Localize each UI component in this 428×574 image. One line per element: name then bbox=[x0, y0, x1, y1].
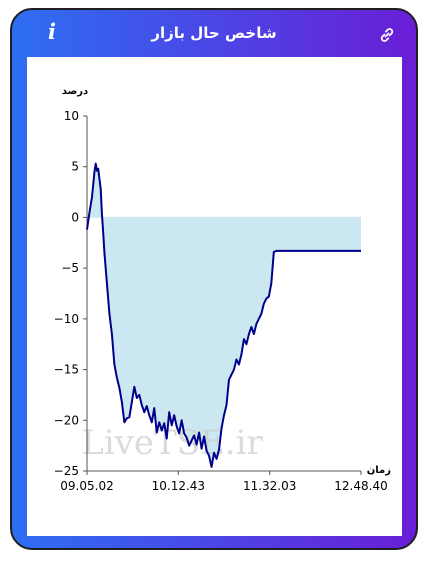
y-axis-label: درصد bbox=[62, 86, 88, 97]
x-tick-label: 10.12.43 bbox=[152, 479, 205, 493]
x-tick-label: 09.05.02 bbox=[60, 479, 113, 493]
card-header: i شاخص حال بازار bbox=[12, 10, 416, 56]
info-icon[interactable]: i bbox=[48, 19, 56, 44]
series-line bbox=[86, 162, 361, 468]
card-title: شاخص حال بازار bbox=[151, 24, 277, 42]
y-tick-label: 5 bbox=[71, 160, 79, 174]
market-index-card: i شاخص حال بازار LiveTSE.ir 10 5 0 −5 −10 −15… bbox=[10, 8, 418, 550]
y-tick-label: 0 bbox=[71, 210, 79, 224]
area-fill bbox=[87, 163, 361, 467]
x-tick-label: 11.32.03 bbox=[243, 479, 296, 493]
y-tick-label: 10 bbox=[64, 109, 79, 123]
link-icon[interactable] bbox=[378, 26, 396, 44]
chart-panel: LiveTSE.ir 10 5 0 −5 −10 −15 −20 −25 09.05.02 10.… bbox=[27, 57, 402, 536]
x-axis-label: زمان bbox=[367, 465, 391, 476]
x-tick-label: 12.48.40 bbox=[334, 479, 387, 493]
y-tick-label: −5 bbox=[61, 261, 79, 275]
y-tick-label: −15 bbox=[54, 363, 79, 377]
y-tick-label: −20 bbox=[54, 413, 79, 427]
y-tick-label: −25 bbox=[54, 464, 79, 478]
y-tick-label: −10 bbox=[54, 312, 79, 326]
watermark: LiveTSE.ir bbox=[81, 423, 263, 463]
